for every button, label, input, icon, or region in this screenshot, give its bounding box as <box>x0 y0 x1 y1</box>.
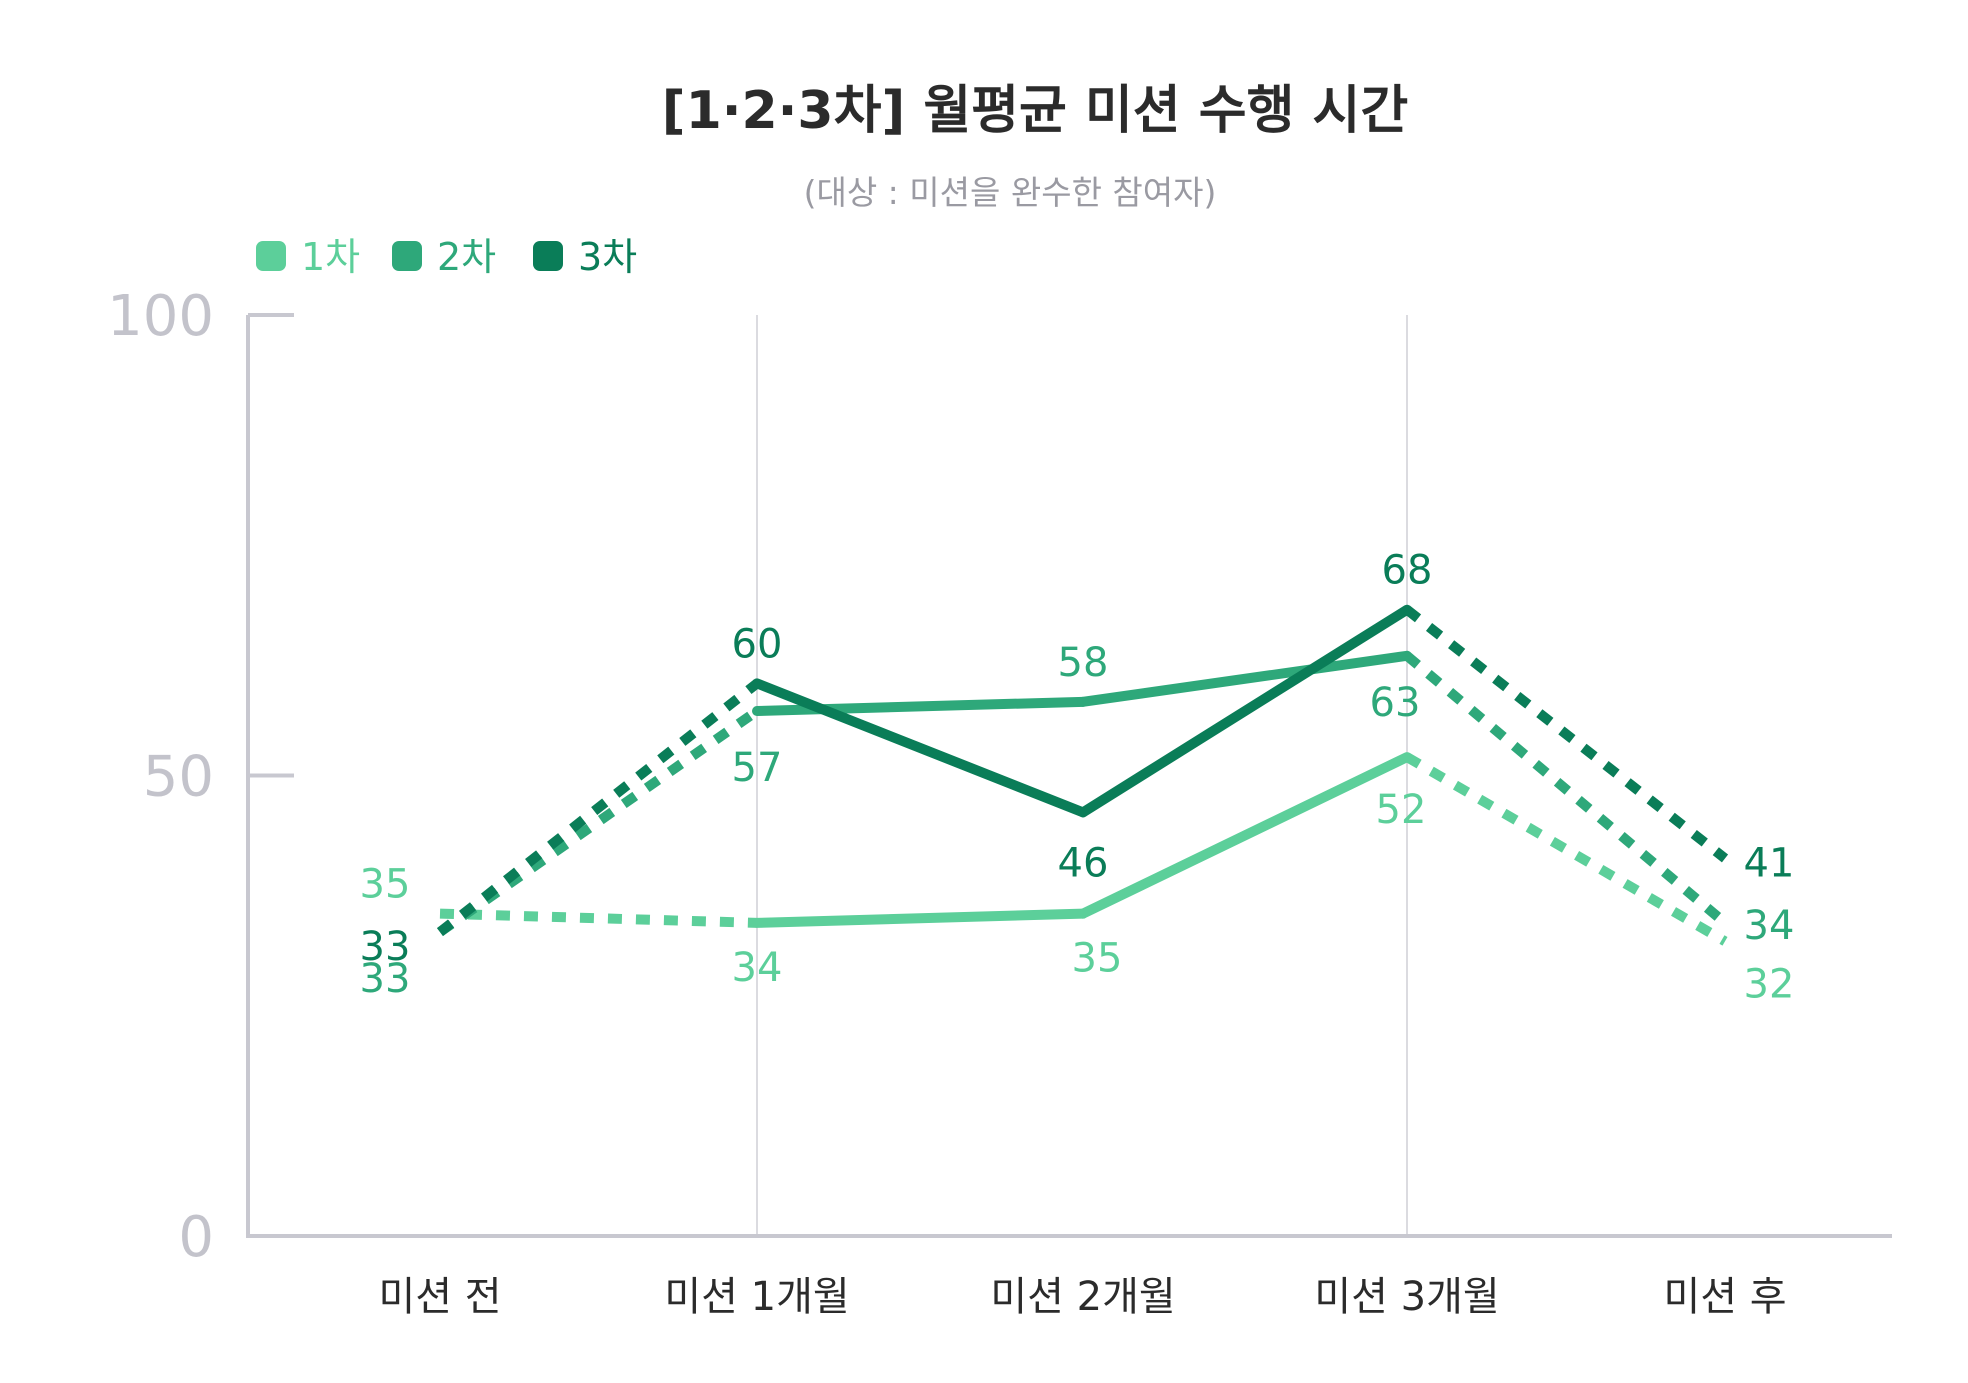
legend-swatch-2 <box>392 241 422 271</box>
chart-subtitle: (대상 : 미션을 완수한 참여자) <box>804 173 1217 212</box>
series-1-segment-1 <box>439 908 758 928</box>
y-tick-label-0: 0 <box>178 1205 214 1270</box>
data-label-series-3-2: 60 <box>732 621 783 667</box>
y-tick-label-50: 50 <box>143 745 214 810</box>
legend-label-3: 3차 <box>578 235 637 279</box>
y-tick-label-100: 100 <box>107 284 214 349</box>
series-2-segment-4 <box>1403 651 1729 927</box>
legend-swatch-3 <box>533 241 563 271</box>
y-axis-ticks: 0 50 100 <box>107 284 294 1270</box>
data-label-series-3-5: 41 <box>1744 840 1795 886</box>
series-1-segment-3 <box>1078 752 1412 919</box>
data-label-series-2-3: 58 <box>1058 640 1109 686</box>
data-label-series-2-2: 57 <box>732 745 783 791</box>
data-label-series-3-3: 46 <box>1058 840 1109 886</box>
series-3-segment-3 <box>1078 604 1412 818</box>
series-2-segment-3 <box>1078 650 1412 707</box>
data-label-series-3-4: 68 <box>1382 548 1433 594</box>
data-label-series-1-3: 35 <box>1072 936 1123 982</box>
series-lines <box>436 604 1729 946</box>
data-label-series-2-5: 34 <box>1744 903 1795 949</box>
data-label-series-3-1: 33 <box>360 924 411 970</box>
data-label-series-1-2: 34 <box>732 945 783 991</box>
data-label-series-1-4: 52 <box>1376 787 1427 833</box>
data-label-series-1-5: 32 <box>1744 961 1795 1007</box>
legend-swatch-1 <box>256 241 286 271</box>
x-tick-label-4: 미션 3개월 <box>1314 1274 1499 1320</box>
chart-title: [1·2·3차] 월평균 미션 수행 시간 <box>662 81 1408 141</box>
legend-label-1: 1차 <box>301 235 360 279</box>
series-1-segment-2 <box>752 908 1088 928</box>
series-3-segment-4 <box>1403 605 1729 863</box>
series-3-segment-2 <box>752 678 1088 818</box>
legend: 1차 2차 3차 <box>256 235 637 279</box>
series-1-segment-4 <box>1404 752 1728 946</box>
x-tick-label-2: 미션 1개월 <box>664 1274 849 1320</box>
data-label-series-2-1: 33 <box>360 956 411 1002</box>
data-labels: 35 34 35 52 32 33 57 58 63 34 33 60 46 68 41 <box>360 548 1795 1008</box>
gridlines <box>756 315 1408 1236</box>
x-tick-label-3: 미션 2개월 <box>990 1274 1175 1320</box>
x-tick-label-5: 미션 후 <box>1663 1274 1786 1320</box>
x-axis-ticks: 미션 전 미션 1개월 미션 2개월 미션 3개월 미션 후 <box>378 1274 1786 1320</box>
series-3-segment-1 <box>436 679 761 937</box>
x-tick-label-1: 미션 전 <box>378 1274 501 1320</box>
data-label-series-2-4: 63 <box>1370 680 1421 726</box>
axes <box>246 315 1892 1238</box>
legend-label-2: 2차 <box>437 235 496 279</box>
data-label-series-1-1: 35 <box>360 862 411 908</box>
